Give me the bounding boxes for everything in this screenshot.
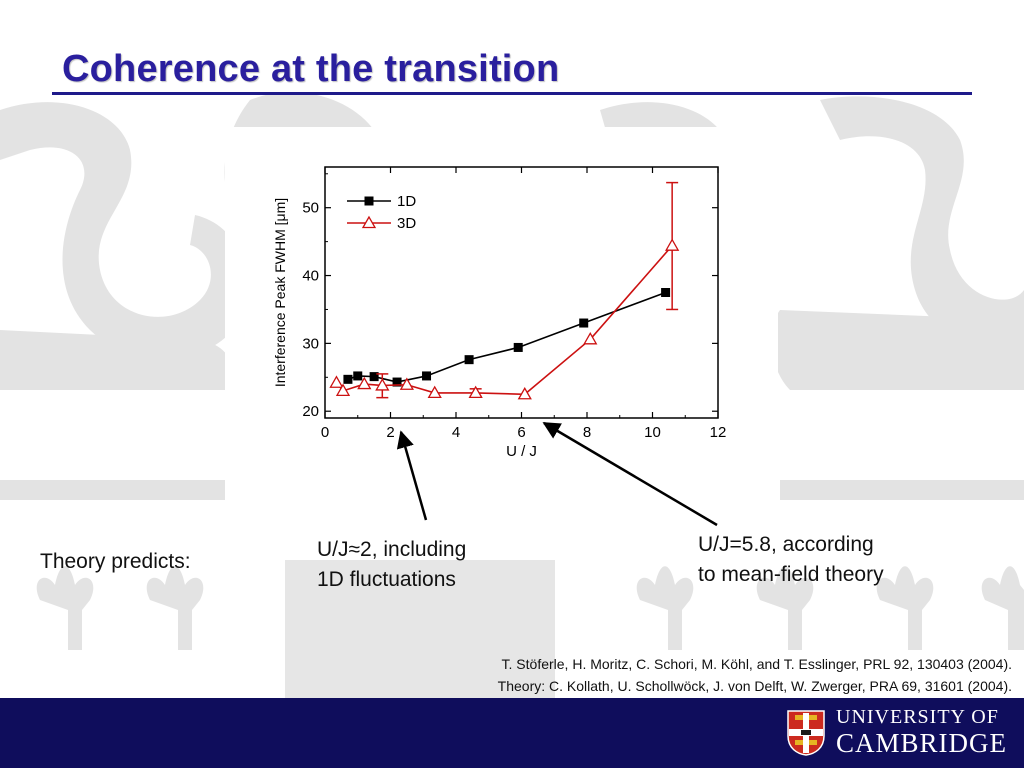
legend-label-1D: 1D xyxy=(397,193,416,210)
point-3D xyxy=(399,377,414,390)
theory-predicts-label: Theory predicts: xyxy=(40,550,191,573)
annotation-u5-8-line2: to mean-field theory xyxy=(698,563,884,586)
point-1D xyxy=(513,342,523,352)
point-1D xyxy=(392,377,402,387)
y-tick-label: 20 xyxy=(302,403,319,420)
point-3D xyxy=(665,238,680,251)
point-3D xyxy=(468,385,483,399)
point-3D xyxy=(335,383,351,397)
point-3D xyxy=(517,386,532,400)
y-tick-label: 30 xyxy=(302,335,319,352)
point-3D xyxy=(583,331,598,345)
y-tick-label: 50 xyxy=(302,200,319,217)
footer-bar xyxy=(0,698,1024,768)
annotation-u2-line1: U/J≈2, including xyxy=(317,538,467,561)
x-tick-label: 0 xyxy=(321,424,329,441)
point-1D xyxy=(579,318,589,328)
point-1D xyxy=(369,372,379,382)
point-1D xyxy=(464,355,474,365)
point-1D xyxy=(661,288,671,297)
annotation-u2-line2: 1D fluctuations xyxy=(317,568,456,591)
x-tick-label: 10 xyxy=(644,424,661,441)
cambridge-crest-icon xyxy=(787,710,825,756)
x-axis-label: U / J xyxy=(506,443,537,460)
annotation-u5-8-line1: U/J=5.8, according xyxy=(698,533,874,556)
x-tick-label: 12 xyxy=(710,424,727,441)
y-axis-label: Interference Peak FWHM [μm] xyxy=(272,198,288,387)
point-1D xyxy=(353,371,363,381)
legend-marker-1D xyxy=(364,196,374,206)
figure-panel: 0 2 4 6 8 10 12 20 30 40 50 U / J Interference Peak … xyxy=(225,127,778,478)
x-tick-label: 4 xyxy=(452,424,460,441)
x-tick-label: 2 xyxy=(386,424,394,441)
plot-frame xyxy=(324,166,719,419)
point-3D xyxy=(427,385,442,399)
series-line-3D xyxy=(335,245,673,396)
point-1D xyxy=(343,374,353,384)
point-3D xyxy=(357,376,372,390)
reference-theory: Theory: C. Kollath, U. Schollwöck, J. vo… xyxy=(497,678,1012,694)
legend-label-3D: 3D xyxy=(397,215,416,232)
reference-experiment: T. Stöferle, H. Moritz, C. Schori, M. Kö… xyxy=(501,656,1012,672)
series-line-1D xyxy=(347,291,666,383)
fwhm-chart: 0 2 4 6 8 10 12 20 30 40 50 U / J Interference Peak … xyxy=(272,166,727,460)
x-tick-label: 8 xyxy=(583,424,591,441)
point-3D xyxy=(375,378,390,391)
x-tick-label: 6 xyxy=(517,424,525,441)
y-tick-label: 40 xyxy=(302,268,319,285)
slide-title: Coherence at the transition xyxy=(62,48,560,90)
university-of-label: UNIVERSITY OF xyxy=(836,706,999,728)
title-underline xyxy=(52,92,972,95)
cambridge-label: CAMBRIDGE xyxy=(836,728,1008,758)
point-1D xyxy=(422,371,432,381)
legend-marker-3D xyxy=(361,215,377,229)
point-3D xyxy=(329,375,344,388)
